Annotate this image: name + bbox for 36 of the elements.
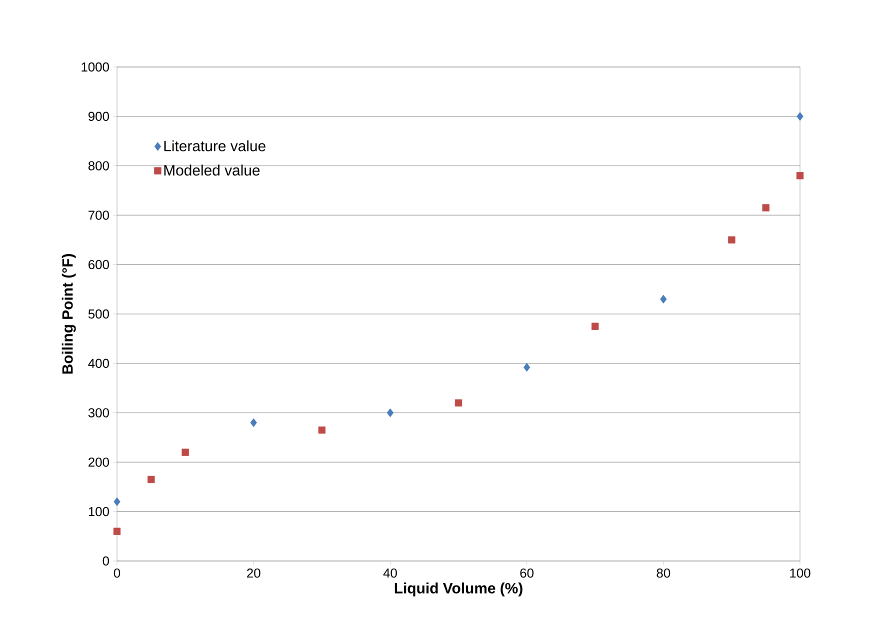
y-tick-label: 300 <box>88 408 109 418</box>
point <box>114 497 120 506</box>
y-tick-label: 1000 <box>82 62 109 72</box>
point <box>148 476 155 484</box>
x-tick-label: 60 <box>520 568 534 578</box>
point <box>318 426 326 434</box>
point <box>796 172 804 180</box>
x-tick-label: 20 <box>247 568 260 578</box>
point <box>182 448 189 456</box>
point <box>250 418 257 428</box>
point <box>113 528 121 535</box>
y-tick-label: 0 <box>102 556 109 566</box>
x-tick-label: 0 <box>114 568 120 578</box>
y-axis-title: Boiling Point (°F) <box>62 254 76 374</box>
point <box>762 204 770 212</box>
y-tick-label: 500 <box>88 309 109 319</box>
point <box>660 294 667 304</box>
y-tick-label: 700 <box>88 210 109 220</box>
x-tick-label: 40 <box>383 568 397 578</box>
point <box>454 399 462 406</box>
y-tick-label: 400 <box>88 358 109 368</box>
point <box>386 408 394 418</box>
point <box>592 322 599 330</box>
point <box>796 112 804 121</box>
legend-label: Modeled value <box>164 164 260 176</box>
x-tick-label: 80 <box>656 568 670 578</box>
y-tick-label: 900 <box>88 112 109 121</box>
y-tick-label: 600 <box>88 260 109 270</box>
x-axis-title: Liquid Volume (%) <box>394 582 522 596</box>
point <box>728 236 736 244</box>
y-tick-label: 800 <box>88 161 109 170</box>
x-tick-label: 100 <box>790 568 810 578</box>
point <box>523 362 530 372</box>
legend-label: Literature value <box>164 140 266 152</box>
y-tick-label: 200 <box>88 458 109 467</box>
y-tick-label: 100 <box>88 506 109 516</box>
